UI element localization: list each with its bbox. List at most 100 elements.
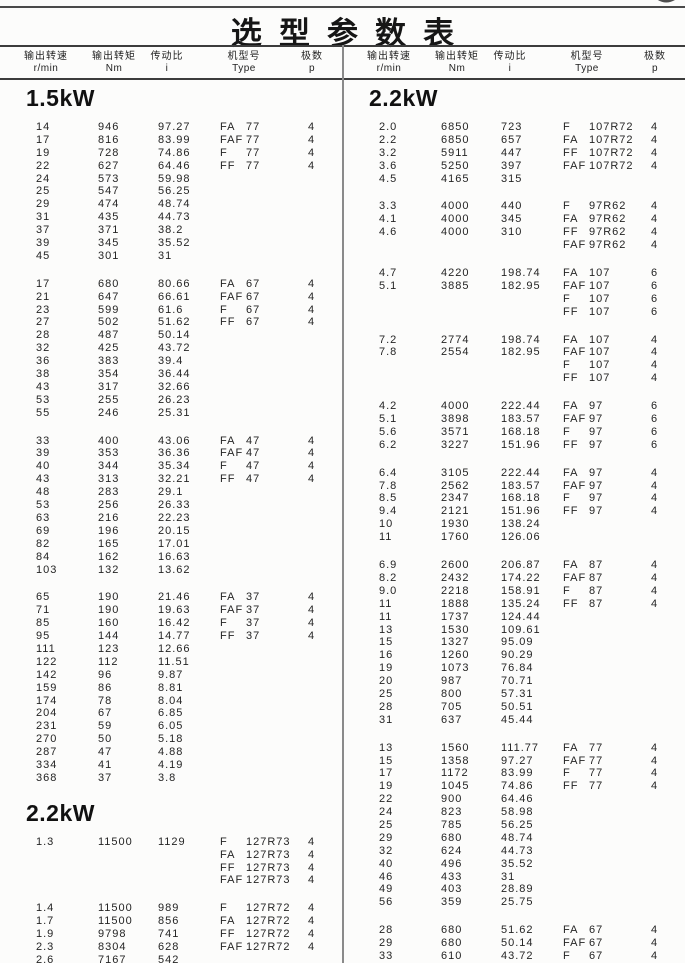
- table-row: 53 255 26.23: [0, 394, 342, 407]
- data-block: 17 680 80.66 FA 67 4 21 647 66.61 FAF 67 4 23 599 61.6…: [0, 278, 342, 420]
- table-row: 22 627 64.46 FF 77 4: [0, 160, 342, 173]
- output-torque-cell: 1760: [441, 531, 470, 544]
- type-size-cell: [589, 832, 651, 845]
- output-torque-cell: 371: [98, 224, 120, 237]
- output-speed-cell: 32: [379, 844, 394, 857]
- type-prefix-cell: [220, 381, 246, 394]
- type-size-cell: [246, 759, 308, 772]
- table-row: 40 496 35.52: [343, 858, 685, 871]
- type-prefix-cell: [220, 237, 246, 250]
- output-torque-cell: 144: [98, 630, 120, 643]
- type-prefix-cell: [220, 525, 246, 538]
- output-torque-cell: 3885: [441, 279, 470, 292]
- type-prefix-cell: [220, 695, 246, 708]
- type-size-cell: [589, 793, 651, 806]
- output-speed-cell: 48: [36, 486, 51, 499]
- poles-cell: [308, 682, 338, 695]
- poles-cell: [651, 871, 681, 884]
- output-torque-cell: 196: [98, 524, 120, 537]
- output-torque-cell: 624: [441, 844, 463, 857]
- poles-cell: 4: [651, 754, 659, 767]
- section-power-label: 2.2kW: [369, 85, 438, 111]
- poles-cell: [308, 772, 338, 785]
- ratio-cell: 19.63: [158, 604, 191, 617]
- type-size-cell: [589, 701, 651, 714]
- type-prefix-cell: [220, 707, 246, 720]
- type-size-cell: 127R73: [246, 848, 291, 861]
- poles-cell: 4: [651, 559, 659, 572]
- poles-cell: [308, 329, 338, 342]
- poles-cell: [308, 355, 338, 368]
- ratio-cell: 151.96: [501, 438, 541, 451]
- output-speed-cell: 31: [379, 713, 394, 726]
- type-size-cell: 97: [589, 400, 604, 413]
- table-row: 9.0 2218 158.91 F 87 4: [343, 585, 685, 598]
- poles-cell: [308, 512, 338, 525]
- type-prefix-cell: [563, 832, 589, 845]
- type-size-cell: 77: [589, 741, 604, 754]
- output-speed-cell: 4.1: [379, 213, 398, 226]
- output-torque-cell: 123: [98, 642, 120, 655]
- ratio-cell: 76.84: [501, 662, 534, 675]
- poles-cell: [308, 394, 338, 407]
- ratio-cell: 21.46: [158, 591, 191, 604]
- output-speed-cell: 46: [379, 870, 394, 883]
- output-torque-cell: 4000: [441, 213, 470, 226]
- type-prefix-cell: [220, 355, 246, 368]
- ratio-cell: 43.06: [158, 434, 191, 447]
- table-row: 19 1045 74.86 FF 77 4: [343, 780, 685, 793]
- output-speed-cell: 36: [36, 355, 51, 368]
- poles-cell: 4: [651, 121, 659, 133]
- output-speed-cell: 4.7: [379, 267, 398, 280]
- poles-cell: [651, 806, 681, 819]
- table-row: 31 637 45.44: [343, 714, 685, 727]
- type-size-cell: 97: [589, 438, 604, 451]
- ratio-cell: 44.73: [158, 211, 191, 224]
- poles-cell: 4: [308, 460, 316, 473]
- type-size-cell: 67: [589, 949, 604, 962]
- type-size-cell: 127R72: [246, 902, 291, 915]
- ratio-cell: 8.04: [158, 694, 184, 707]
- type-prefix-cell: [220, 394, 246, 407]
- type-size-cell: [246, 381, 308, 394]
- output-torque-cell: 547: [98, 185, 120, 198]
- type-size-cell: 107R72: [589, 133, 634, 146]
- type-prefix-cell: [563, 806, 589, 819]
- data-block: 6.9 2600 206.87 FA 87 4 8.2 2432 174.22 FAF 87 4 9.0…: [343, 559, 685, 727]
- output-speed-cell: 31: [36, 211, 51, 224]
- ratio-cell: 5.18: [158, 733, 184, 746]
- ratio-cell: 11.51: [158, 655, 190, 668]
- table-row: 2.2 6850 657 FA 107R72 4: [343, 134, 685, 147]
- table-row: 1.4 11500 989 F 127R72 4: [0, 902, 342, 915]
- type-size-cell: 77: [589, 754, 604, 767]
- output-torque-cell: 9798: [98, 928, 127, 941]
- output-speed-cell: 204: [36, 707, 58, 720]
- ratio-cell: 97.27: [501, 754, 534, 767]
- ratio-cell: 64.46: [158, 159, 191, 172]
- type-prefix-cell: FAF: [563, 239, 587, 252]
- output-speed-cell: 2.2: [379, 133, 398, 146]
- table-row: 21 647 66.61 FAF 67 4: [0, 291, 342, 304]
- poles-cell: 4: [651, 780, 659, 793]
- ratio-cell: 124.44: [501, 610, 541, 623]
- type-prefix-cell: F: [220, 902, 228, 915]
- table-row: 25 547 56.25: [0, 185, 342, 198]
- poles-cell: 6: [651, 279, 659, 292]
- ratio-cell: 657: [501, 133, 523, 146]
- page-corner-mark-icon: [653, 0, 679, 13]
- output-torque-cell: 2600: [441, 559, 470, 572]
- column-header: 传动比 i: [479, 51, 541, 75]
- type-size-cell: 97: [589, 492, 604, 505]
- output-speed-cell: 11: [379, 531, 393, 544]
- output-speed-cell: 10: [379, 518, 394, 531]
- poles-cell: [308, 656, 338, 669]
- column-header-unit: Type: [575, 63, 599, 74]
- output-speed-cell: 29: [379, 831, 394, 844]
- ratio-cell: 50.14: [501, 937, 534, 950]
- poles-cell: 4: [308, 835, 316, 848]
- output-speed-cell: 27: [36, 316, 51, 329]
- poles-cell: [308, 173, 338, 186]
- type-prefix-cell: [220, 512, 246, 525]
- table-row: 270 50 5.18: [0, 733, 342, 746]
- type-prefix-cell: [563, 819, 589, 832]
